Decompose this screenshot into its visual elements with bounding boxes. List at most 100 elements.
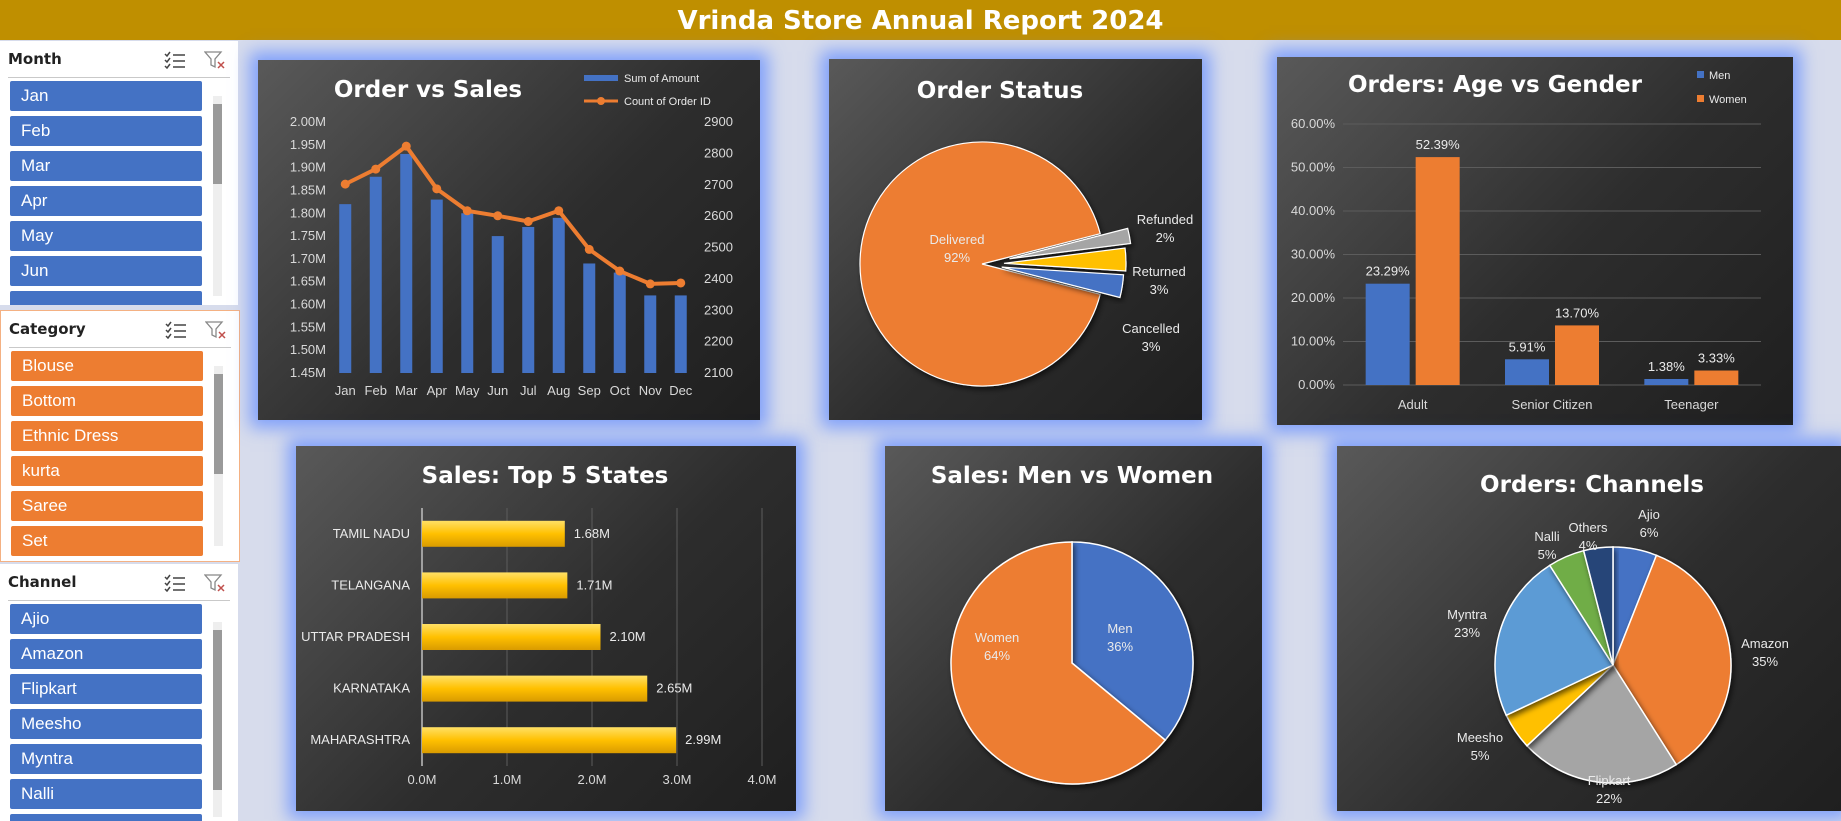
y-tick-label: 1.90M <box>290 160 326 175</box>
slicer-category: Category Blouse Bottom Ethnic Dress kurta Sa… <box>0 310 240 562</box>
slicer-item-more[interactable] <box>10 291 202 305</box>
series-line <box>344 143 681 286</box>
line-point <box>371 164 381 174</box>
slice-percent: 22% <box>1596 791 1622 806</box>
multi-select-icon[interactable] <box>165 321 187 339</box>
slice-percent: 3% <box>1142 339 1161 354</box>
y2-tick-label: 2900 <box>704 114 733 129</box>
slicer-item-kurta[interactable]: kurta <box>11 456 203 486</box>
data-label: 5.91% <box>1509 339 1546 354</box>
age-gender-chart: Orders: Age vs Gender 0.00% 10.00% 20.00% 30… <box>1277 57 1793 425</box>
bar <box>430 199 443 373</box>
line-point <box>584 244 594 254</box>
bar <box>1644 378 1689 385</box>
bar <box>1555 325 1599 385</box>
slice-label: Others <box>1568 520 1608 535</box>
multi-select-icon[interactable] <box>164 574 186 592</box>
legend-marker <box>597 97 605 105</box>
slice-label: Meesho <box>1457 730 1503 745</box>
slicer-scrollbar[interactable] <box>213 622 222 817</box>
channels-chart: Orders: Channels Ajio 6% Amazon 35% Flipkart 2… <box>1337 446 1841 811</box>
clear-filter-icon[interactable] <box>205 321 227 339</box>
slicer-header: Category <box>9 311 231 348</box>
slicer-item-ethnic-dress[interactable]: Ethnic Dress <box>11 421 203 451</box>
slicer-item-may[interactable]: May <box>10 221 202 251</box>
slicer-item-set[interactable]: Set <box>11 526 203 556</box>
slicer-title: Category <box>9 320 86 338</box>
multi-select-icon[interactable] <box>164 51 186 69</box>
data-label: 13.70% <box>1555 305 1600 320</box>
order-status-chart: Order Status Delivered 92% Refunded 2% Return… <box>829 59 1202 420</box>
slicer-month: Month Jan Feb Mar Apr May Jun <box>0 41 238 305</box>
slice-label: Women <box>975 630 1020 645</box>
x-tick-label: Teenager <box>1664 397 1719 412</box>
pie-slice <box>1612 554 1732 766</box>
slicer-item-amazon[interactable]: Amazon <box>10 639 202 669</box>
data-label: 3.33% <box>1698 351 1735 366</box>
y-tick-label: KARNATAKA <box>333 681 410 696</box>
chart-title: Sales: Top 5 States <box>422 463 669 489</box>
slicer-item-flipkart[interactable]: Flipkart <box>10 674 202 704</box>
slicer-scrollbar[interactable] <box>214 366 223 546</box>
line-point <box>645 279 655 289</box>
line-point <box>493 211 503 221</box>
scrollbar-thumb[interactable] <box>213 630 222 790</box>
slicer-item-saree[interactable]: Saree <box>11 491 203 521</box>
x-tick-label: Mar <box>395 383 418 398</box>
y-tick-label: 1.60M <box>290 297 326 312</box>
x-tick-label: Jan <box>335 383 356 398</box>
bar <box>583 263 596 373</box>
men-women-chart: Sales: Men vs Women Men 36% Women 64% <box>885 446 1262 811</box>
pie-slice <box>950 541 1167 785</box>
legend-label: Women <box>1709 94 1747 106</box>
y-tick-label: MAHARASHTRA <box>310 732 410 747</box>
y-tick-label: 1.95M <box>290 137 326 152</box>
slice-label: Returned <box>1132 264 1185 279</box>
bar <box>422 572 568 599</box>
y-tick-label: TAMIL NADU <box>333 526 410 541</box>
clear-filter-icon[interactable] <box>204 574 226 592</box>
slicer-item-jun[interactable]: Jun <box>10 256 202 286</box>
bar <box>461 213 474 373</box>
slicer-item-apr[interactable]: Apr <box>10 186 202 216</box>
y-tick-label: TELANGANA <box>331 577 410 592</box>
slicer-item-blouse[interactable]: Blouse <box>11 351 203 381</box>
slicer-item-meesho[interactable]: Meesho <box>10 709 202 739</box>
x-tick-label: Sep <box>578 383 601 398</box>
data-label: 2.10M <box>610 629 646 644</box>
bar <box>613 272 626 373</box>
pie-slice <box>1494 564 1615 717</box>
y-tick-label: 2.00M <box>290 114 326 129</box>
scrollbar-thumb[interactable] <box>214 374 223 474</box>
x-tick-label: 3.0M <box>663 772 692 787</box>
slice-percent: 5% <box>1538 547 1557 562</box>
slicer-item-more[interactable] <box>10 814 202 821</box>
clear-filter-icon[interactable] <box>204 51 226 69</box>
slice-label: Ajio <box>1638 507 1660 522</box>
bar <box>400 153 413 373</box>
slicer-item-mar[interactable]: Mar <box>10 151 202 181</box>
slicer-item-ajio[interactable]: Ajio <box>10 604 202 634</box>
x-tick-label: Aug <box>547 383 570 398</box>
slice-label: Nalli <box>1534 529 1559 544</box>
line-point <box>554 206 564 216</box>
order-vs-sales-svg: Order vs Sales 1.45M 1.50M 1.55M 1.60M 1.65M 1… <box>290 73 733 398</box>
slice-percent: 2% <box>1156 230 1175 245</box>
slicer-item-myntra[interactable]: Myntra <box>10 744 202 774</box>
bar <box>369 176 382 373</box>
slicer-item-jan[interactable]: Jan <box>10 81 202 111</box>
x-tick-label: Apr <box>427 383 448 398</box>
slicer-title: Month <box>8 50 62 68</box>
scrollbar-thumb[interactable] <box>213 104 222 184</box>
slicer-item-nalli[interactable]: Nalli <box>10 779 202 809</box>
bar <box>1505 359 1549 385</box>
pie-slice <box>1525 663 1678 784</box>
slicer-scrollbar[interactable] <box>213 96 222 296</box>
slicer-item-bottom[interactable]: Bottom <box>11 386 203 416</box>
y-tick-label: 1.85M <box>290 182 326 197</box>
x-tick-label: May <box>455 383 480 398</box>
order-vs-sales-chart: Order vs Sales 1.45M 1.50M 1.55M 1.60M 1.65M 1… <box>258 60 760 420</box>
bar <box>552 217 565 373</box>
y2-tick-label: 2800 <box>704 145 733 160</box>
slicer-item-feb[interactable]: Feb <box>10 116 202 146</box>
